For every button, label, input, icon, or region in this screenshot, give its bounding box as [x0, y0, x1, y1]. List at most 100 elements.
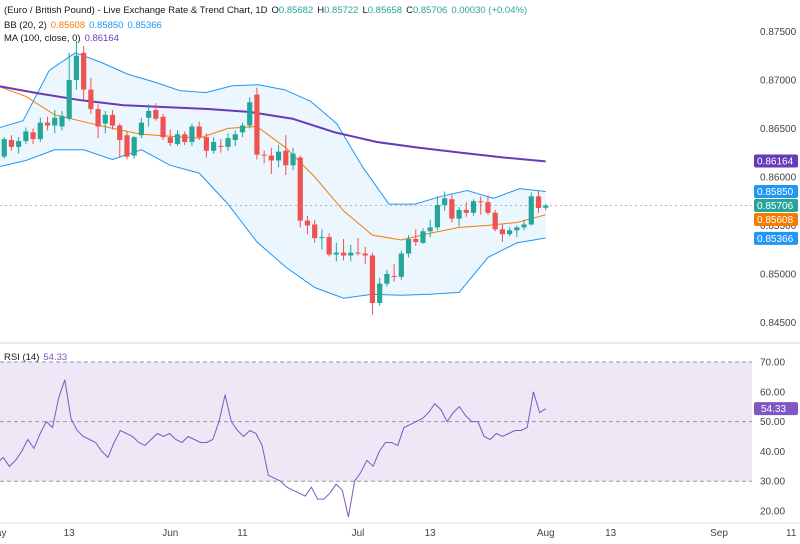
- ohlc-open: O0.85682: [271, 5, 314, 16]
- bollinger-lower-line: [0, 149, 546, 299]
- candle[interactable]: [23, 127, 29, 144]
- candle[interactable]: [30, 128, 36, 144]
- candle[interactable]: [109, 110, 116, 130]
- candle-body: [66, 79, 72, 119]
- candle[interactable]: [348, 244, 354, 262]
- price-badge-bg: [754, 198, 798, 212]
- candle-body: [514, 227, 520, 231]
- candle[interactable]: [1, 137, 7, 159]
- candle[interactable]: [463, 202, 469, 217]
- candle[interactable]: [254, 87, 260, 160]
- candle[interactable]: [66, 52, 72, 121]
- candle[interactable]: [290, 147, 296, 171]
- candle-body: [442, 198, 448, 206]
- rsi-line: [0, 379, 546, 518]
- candle[interactable]: [59, 110, 65, 131]
- candle[interactable]: [543, 203, 549, 211]
- candle[interactable]: [283, 135, 289, 175]
- candle[interactable]: [297, 155, 303, 228]
- candle[interactable]: [377, 277, 383, 306]
- candle[interactable]: [535, 190, 542, 213]
- candle[interactable]: [507, 227, 513, 237]
- candle[interactable]: [442, 191, 448, 211]
- time-axis[interactable]: May 13 Jun 11 Jul 13 Aug 13 Sep 11: [0, 528, 797, 539]
- candle[interactable]: [427, 219, 433, 238]
- candle[interactable]: [391, 264, 397, 282]
- candle[interactable]: [413, 229, 419, 246]
- candle[interactable]: [492, 209, 498, 232]
- candle[interactable]: [218, 139, 224, 153]
- candle[interactable]: [449, 194, 455, 223]
- candle[interactable]: [369, 252, 376, 315]
- candle-body: [427, 227, 433, 232]
- candlestick-series[interactable]: [0, 41, 549, 315]
- candle[interactable]: [88, 78, 94, 114]
- candle-body: [478, 201, 484, 203]
- candle[interactable]: [499, 224, 505, 242]
- rsi-legend[interactable]: RSI (14) 54.33: [4, 352, 71, 363]
- candle[interactable]: [239, 122, 246, 138]
- candle[interactable]: [470, 199, 477, 216]
- candle[interactable]: [384, 270, 390, 287]
- candle[interactable]: [261, 150, 267, 164]
- candle[interactable]: [355, 238, 361, 256]
- candle[interactable]: [232, 130, 238, 146]
- candle[interactable]: [16, 137, 22, 154]
- candle[interactable]: [44, 116, 51, 131]
- candle[interactable]: [211, 137, 217, 154]
- candle[interactable]: [434, 196, 441, 231]
- candle[interactable]: [52, 110, 58, 134]
- candle[interactable]: [124, 131, 130, 160]
- time-tick-label: 13: [64, 528, 76, 539]
- candle[interactable]: [153, 103, 159, 121]
- candle[interactable]: [405, 235, 412, 258]
- bollinger-legend[interactable]: BB (20, 2) 0.85608 0.85850 0.85366: [4, 20, 166, 31]
- candle-body: [268, 155, 274, 161]
- candle[interactable]: [225, 133, 231, 151]
- price-axis[interactable]: 0.87500 0.87000 0.86500 0.86000 0.85500 0.850…: [760, 27, 797, 329]
- candle[interactable]: [326, 233, 332, 257]
- candle[interactable]: [95, 104, 101, 139]
- candle[interactable]: [340, 239, 347, 261]
- candle[interactable]: [131, 136, 137, 159]
- candle[interactable]: [268, 147, 274, 175]
- candle[interactable]: [203, 133, 209, 158]
- candle[interactable]: [420, 228, 426, 244]
- candle[interactable]: [81, 46, 87, 100]
- candle[interactable]: [8, 135, 15, 151]
- candle[interactable]: [189, 123, 195, 146]
- candle[interactable]: [362, 246, 368, 265]
- candle[interactable]: [528, 192, 534, 226]
- candle[interactable]: [514, 225, 520, 238]
- candle[interactable]: [138, 117, 144, 139]
- candle[interactable]: [247, 97, 253, 129]
- candle[interactable]: [333, 242, 339, 262]
- candle[interactable]: [304, 215, 311, 235]
- candle[interactable]: [146, 104, 152, 127]
- candle[interactable]: [167, 129, 173, 146]
- price-badge-label: 0.85706: [757, 201, 794, 212]
- candle[interactable]: [478, 196, 484, 215]
- candle[interactable]: [319, 229, 325, 250]
- candle[interactable]: [312, 219, 318, 243]
- candle[interactable]: [485, 195, 491, 215]
- candle[interactable]: [456, 207, 462, 227]
- candle[interactable]: [37, 117, 43, 143]
- candle[interactable]: [398, 250, 404, 280]
- candle-body: [30, 132, 36, 140]
- candle[interactable]: [117, 123, 123, 158]
- candle[interactable]: [182, 131, 188, 145]
- ma-legend[interactable]: MA (100, close, 0) 0.86164: [4, 33, 123, 44]
- candle-body: [507, 230, 513, 235]
- candle[interactable]: [521, 219, 527, 231]
- candle-body: [117, 125, 123, 141]
- candle[interactable]: [174, 130, 181, 146]
- candle[interactable]: [73, 41, 80, 90]
- candle[interactable]: [102, 110, 108, 134]
- candle[interactable]: [275, 144, 282, 168]
- rsi-pane[interactable]: 70.00 60.00 50.00 40.00 30.00 20.00 54.33: [0, 357, 798, 518]
- candle[interactable]: [196, 121, 202, 141]
- candle[interactable]: [160, 113, 166, 141]
- candle-body: [160, 116, 166, 138]
